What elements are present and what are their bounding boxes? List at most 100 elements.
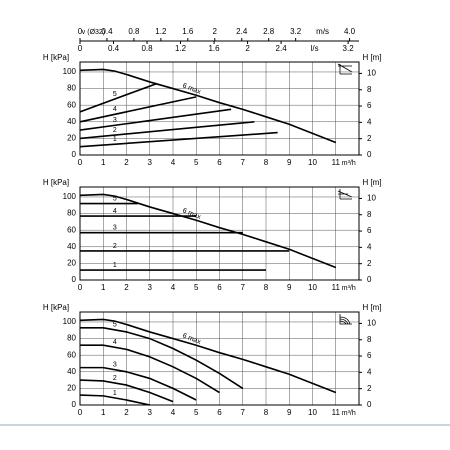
x-tick-label: 1	[101, 408, 106, 417]
icon-curve	[339, 314, 352, 325]
curve	[79, 96, 197, 123]
y2-tick-label: 4	[367, 242, 372, 251]
x-tick-label: 9	[287, 408, 292, 417]
y-tick-label: 60	[67, 225, 76, 234]
curve-label: 2	[113, 375, 117, 382]
y-tick-label: 100	[63, 67, 77, 76]
v-tick-label: 1.2	[155, 27, 167, 36]
x-tick-label: 5	[194, 158, 199, 167]
y-tick-label: 20	[67, 134, 76, 143]
y2-tick-label: 0	[367, 150, 372, 159]
curve-label: 4	[113, 106, 117, 113]
y2-tick-label: 6	[367, 101, 372, 110]
curve-label: 1	[113, 390, 117, 397]
y-tick-label: 60	[67, 350, 76, 359]
y-axis-label: H [kPa]	[43, 178, 69, 187]
y-tick-label: 60	[67, 100, 76, 109]
x-tick-label: 10	[308, 283, 317, 292]
x-tick-label: 2	[124, 158, 129, 167]
q-tick-label: 0	[78, 44, 83, 53]
y-tick-label: 100	[63, 192, 77, 201]
y2-tick-label: 4	[367, 117, 372, 126]
y2-tick-label: 0	[367, 400, 372, 409]
x-tick-label: 4	[171, 158, 176, 167]
v-tick-label: 2	[213, 27, 218, 36]
y2-tick-label: 2	[367, 134, 372, 143]
y-tick-label: 0	[72, 400, 77, 409]
v-tick-label: 0.4	[101, 27, 113, 36]
y2-tick-label: 10	[367, 319, 376, 328]
x-tick-label: 3	[148, 283, 153, 292]
x-tick-label: 4	[171, 408, 176, 417]
x-axis-label: m³/h	[342, 285, 356, 292]
curve	[79, 394, 150, 406]
y2-tick-label: 8	[367, 210, 372, 219]
y-axis-label: H [kPa]	[43, 303, 69, 312]
v-axis-label: v (Ø32)	[82, 29, 105, 36]
q-tick-label: 1.6	[208, 44, 220, 53]
x-tick-label: 6	[217, 158, 222, 167]
x-axis-label: m³/h	[342, 410, 356, 417]
q-tick-label: 3.2	[343, 44, 355, 53]
plot-frame	[79, 61, 360, 156]
x-tick-label: 11	[332, 283, 341, 292]
x-tick-label: 10	[308, 158, 317, 167]
curve	[79, 318, 337, 394]
x-tick-label: 10	[308, 408, 317, 417]
v-tick-label: 2.4	[236, 27, 248, 36]
x-tick-label: 8	[264, 283, 269, 292]
icon-constant	[337, 189, 353, 200]
plot-frame	[79, 186, 360, 281]
x-tick-label: 2	[124, 408, 129, 417]
x-tick-label: 9	[287, 283, 292, 292]
curve-label: 1	[113, 262, 117, 269]
x-tick-label: 2	[124, 283, 129, 292]
x-tick-label: 0	[78, 158, 83, 167]
y2-axis-label: H [m]	[362, 178, 381, 187]
curve-label: 2	[113, 243, 117, 250]
curve-label: 5	[113, 91, 117, 98]
curve	[80, 326, 244, 390]
curve	[79, 379, 174, 403]
q-unit: l/s	[311, 44, 319, 53]
x-tick-label: 0	[78, 408, 83, 417]
y-tick-label: 80	[67, 209, 76, 218]
x-tick-label: 9	[287, 158, 292, 167]
x-tick-label: 1	[101, 283, 106, 292]
q-tick-label: 2	[245, 44, 250, 53]
y2-tick-label: 4	[367, 367, 372, 376]
curve-label: 3	[113, 225, 117, 232]
x-tick-label: 3	[148, 408, 153, 417]
x-tick-label: 8	[264, 408, 269, 417]
v-tick-label: 2.8	[263, 27, 275, 36]
curve	[80, 344, 220, 394]
curve-label: 2	[113, 127, 117, 134]
y-tick-label: 100	[63, 317, 77, 326]
y-tick-label: 80	[67, 84, 76, 93]
y2-tick-label: 8	[367, 85, 372, 94]
x-tick-label: 0	[78, 283, 83, 292]
v-tick-label: 1.6	[182, 27, 194, 36]
curve	[79, 120, 255, 140]
y2-tick-label: 8	[367, 335, 372, 344]
x-tick-label: 7	[241, 283, 246, 292]
y-axis-label: H [kPa]	[43, 53, 69, 62]
x-tick-label: 6	[217, 283, 222, 292]
curve	[79, 68, 337, 144]
x-tick-label: 7	[241, 158, 246, 167]
y2-tick-label: 10	[367, 69, 376, 78]
y2-tick-label: 2	[367, 259, 372, 268]
x-tick-label: 1	[101, 158, 106, 167]
y-tick-label: 0	[72, 150, 77, 159]
v-tick-label: 3.2	[290, 27, 302, 36]
mode-icons	[337, 63, 353, 325]
curve-label: 4	[113, 208, 117, 215]
q-tick-label: 0.8	[141, 44, 153, 53]
x-tick-label: 7	[241, 408, 246, 417]
curve-label: 5	[113, 322, 117, 329]
y-tick-label: 20	[67, 259, 76, 268]
y2-axis-label: H [m]	[362, 53, 381, 62]
v-tick-label: 0	[78, 27, 83, 36]
